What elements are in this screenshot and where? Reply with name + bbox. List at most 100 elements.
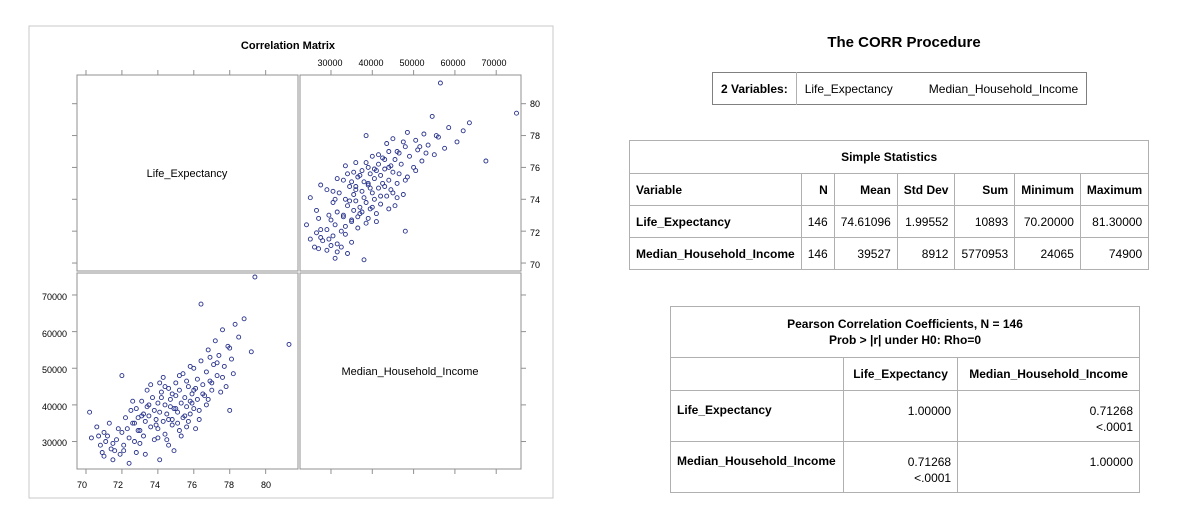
scatter-point bbox=[169, 422, 175, 428]
scatter-point bbox=[101, 429, 107, 435]
scatter-point bbox=[351, 169, 357, 175]
scatter-point bbox=[203, 369, 209, 375]
scatter-point bbox=[394, 195, 400, 201]
scatter-point bbox=[363, 133, 369, 139]
scatter-point bbox=[382, 184, 388, 189]
scatter-point bbox=[230, 371, 236, 377]
scatter-point bbox=[200, 382, 206, 388]
scatter-point bbox=[347, 184, 353, 189]
cell-std-dev: 8912 bbox=[896, 237, 956, 270]
scatter-point bbox=[312, 244, 317, 250]
scatter-point bbox=[382, 157, 388, 162]
scatter-point bbox=[307, 236, 313, 242]
scatter-point bbox=[324, 187, 330, 193]
bottom-tick-label-74: 74 bbox=[150, 480, 160, 490]
scatter-point bbox=[209, 380, 215, 386]
scatter-point bbox=[307, 195, 313, 201]
scatter-point bbox=[173, 406, 179, 412]
scatter-point bbox=[137, 440, 143, 446]
scatter-point bbox=[164, 437, 170, 443]
scatter-point bbox=[94, 424, 100, 430]
scatter-point bbox=[184, 378, 190, 384]
scatter-point bbox=[153, 417, 159, 422]
p-value: <.0001 bbox=[914, 471, 952, 485]
scatter-point bbox=[332, 255, 338, 261]
top-tick-label-60000: 60000 bbox=[440, 58, 465, 68]
bottom-tick-label-72: 72 bbox=[113, 480, 123, 490]
scatter-point bbox=[227, 345, 233, 351]
cell-mean: 74.61096 bbox=[833, 205, 898, 238]
scatter-point bbox=[363, 160, 369, 166]
scatter-point bbox=[330, 188, 336, 194]
scatter-point bbox=[241, 316, 247, 322]
row-variable-name: Life_Expectancy bbox=[670, 390, 844, 442]
scatter-point bbox=[318, 227, 324, 233]
variables-table: 2 Variables: Life_Expectancy Median_Hous… bbox=[712, 72, 1088, 105]
table-header-row: Variable N Mean Std Dev Sum Minimum Maxi… bbox=[629, 173, 1150, 206]
bottom-tick-label-80: 80 bbox=[261, 480, 271, 490]
scatter-point bbox=[189, 391, 195, 397]
scatter-point bbox=[117, 451, 123, 457]
table-caption-row: Pearson Correlation Coefficients, N = 14… bbox=[670, 306, 1140, 358]
row-variable-name: Median_Household_Income bbox=[670, 441, 844, 493]
scatter-point bbox=[433, 133, 439, 139]
scatter-point bbox=[398, 161, 404, 167]
scatter-point bbox=[367, 171, 373, 177]
scatter-point bbox=[200, 391, 206, 397]
scatter-point bbox=[363, 200, 369, 205]
scatter-point bbox=[121, 442, 127, 448]
cell-minimum: 70.20000 bbox=[1014, 205, 1081, 238]
scatter-point bbox=[191, 365, 197, 371]
scatter-point bbox=[326, 236, 332, 242]
scatter-point bbox=[328, 243, 334, 248]
column-header: Sum bbox=[954, 173, 1016, 206]
scatter-point bbox=[137, 428, 143, 433]
caption-line-2: Prob > |r| under H0: Rho=0 bbox=[828, 333, 982, 347]
scatter-point bbox=[132, 420, 137, 426]
scatter-point bbox=[160, 374, 166, 380]
scatter-point bbox=[169, 391, 175, 397]
scatter-point bbox=[171, 406, 177, 412]
cell-n: 146 bbox=[800, 237, 835, 270]
scatter-point bbox=[396, 171, 402, 177]
panel-bottom-right bbox=[299, 272, 522, 470]
column-header: Variable bbox=[629, 173, 802, 206]
scatter-point bbox=[142, 451, 148, 457]
scatter-point bbox=[191, 406, 197, 412]
scatter-point bbox=[142, 418, 148, 424]
scatter-point bbox=[454, 139, 460, 145]
table-caption: Simple Statistics bbox=[628, 140, 1150, 174]
correlation-value: 1.00000 bbox=[1089, 455, 1133, 469]
scatter-point bbox=[236, 334, 242, 340]
scatter-point bbox=[155, 426, 161, 432]
corr-report: The CORR Procedure 2 Variables: Life_Exp… bbox=[620, 0, 1188, 517]
cell-maximum: 81.30000 bbox=[1079, 205, 1150, 238]
scatter-point bbox=[162, 431, 168, 437]
cell-minimum: 24065 bbox=[1014, 237, 1081, 270]
left-tick-label-40000: 40000 bbox=[42, 402, 67, 412]
scatter-point bbox=[386, 164, 392, 170]
scatter-point bbox=[126, 435, 132, 441]
scatter-point bbox=[176, 428, 182, 433]
scatter-point bbox=[162, 384, 168, 390]
scatter-point bbox=[114, 437, 119, 443]
scatter-point bbox=[135, 428, 141, 433]
scatter-point bbox=[141, 433, 146, 439]
cell-n: 146 bbox=[800, 205, 835, 238]
scatter-income-vs-life bbox=[304, 80, 519, 263]
panel-top-right bbox=[299, 74, 522, 272]
scatter-point bbox=[191, 387, 197, 393]
scatter-point bbox=[371, 166, 377, 172]
scatter-point bbox=[342, 231, 348, 237]
scatter-point bbox=[194, 396, 200, 402]
row-variable-name: Life_Expectancy bbox=[629, 205, 802, 238]
scatter-point bbox=[357, 211, 363, 217]
scatter-point bbox=[460, 128, 466, 134]
scatter-point bbox=[196, 417, 202, 422]
scatter-point bbox=[128, 407, 134, 413]
correlation-value: 1.00000 bbox=[907, 404, 952, 418]
variable-name: Life_Expectancy bbox=[804, 81, 893, 96]
scatter-point bbox=[361, 195, 367, 201]
scatter-point bbox=[97, 442, 103, 448]
scatter-point bbox=[193, 426, 199, 432]
